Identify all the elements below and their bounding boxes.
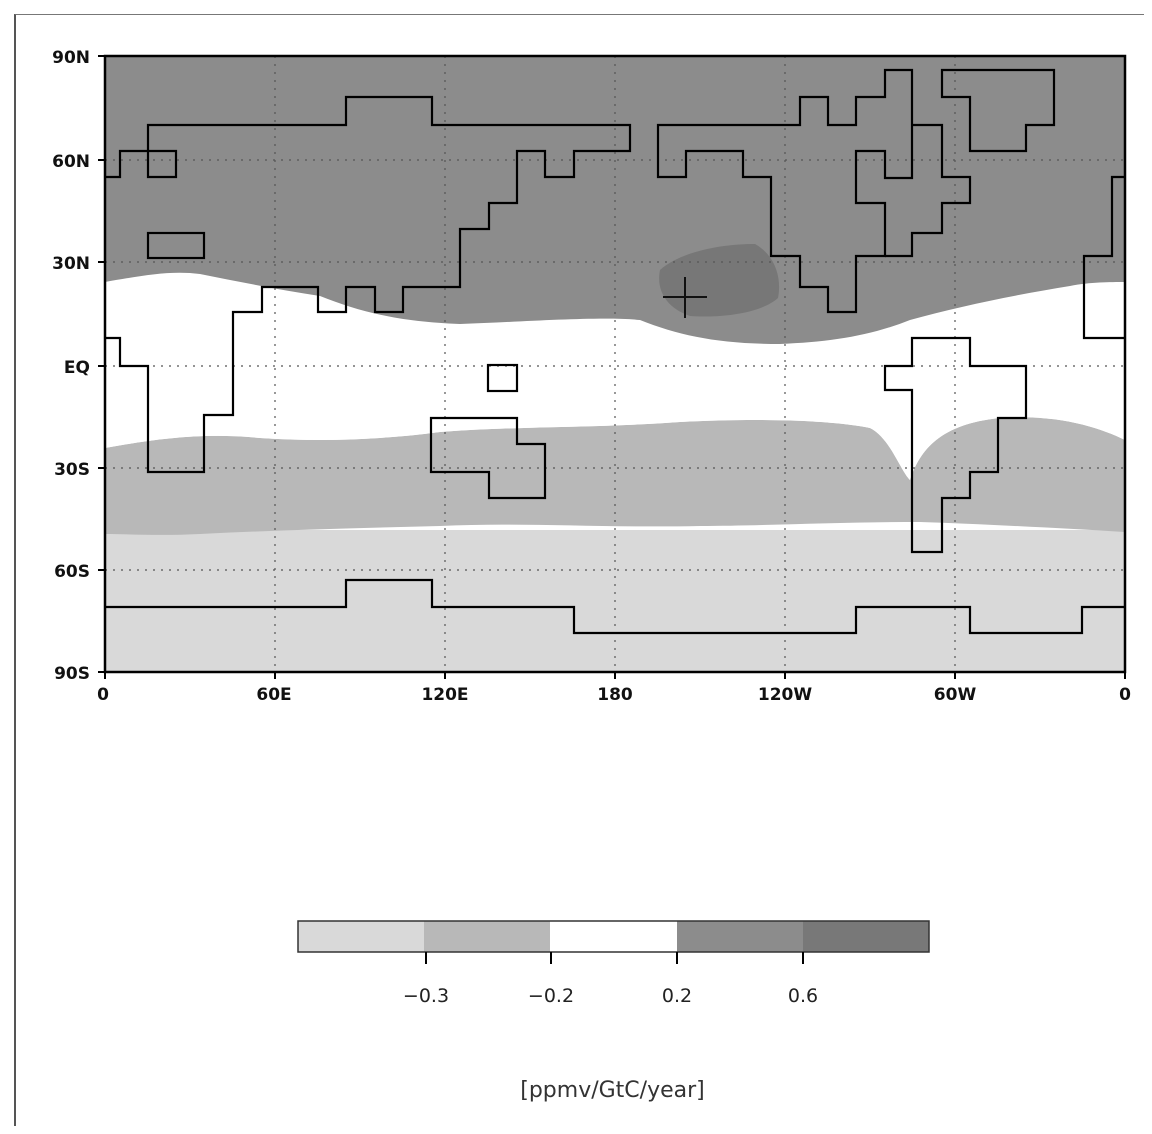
equatorial-island-block bbox=[486, 363, 519, 393]
lat-label-30s: 30S bbox=[54, 460, 90, 480]
figure-frame bbox=[14, 14, 1144, 1126]
colorbar-label-2: −0.2 bbox=[528, 985, 574, 1007]
north-america-outline bbox=[656, 68, 914, 314]
lon-label-120e: 120E bbox=[421, 685, 468, 705]
lat-label-90n: 90N bbox=[52, 48, 90, 68]
location-marker bbox=[663, 277, 707, 318]
colorbar-segment-1 bbox=[298, 921, 424, 952]
eurasia-outline bbox=[105, 95, 632, 474]
greenland-outline bbox=[940, 68, 1056, 153]
small-island-block bbox=[146, 231, 206, 260]
axis-ticks bbox=[98, 55, 1126, 679]
colorbar-label-4: 0.6 bbox=[788, 985, 818, 1007]
colorbar-label-3: 0.2 bbox=[662, 985, 692, 1007]
lon-label-60w: 60W bbox=[934, 685, 977, 705]
australia-outline bbox=[429, 416, 547, 500]
south-america-outline bbox=[883, 336, 1028, 554]
shaded-fields bbox=[105, 56, 1125, 672]
lat-label-eq: EQ bbox=[64, 358, 90, 378]
africa-edge-outline bbox=[1082, 175, 1125, 340]
lat-label-60s: 60S bbox=[54, 562, 90, 582]
colorbar-border bbox=[297, 920, 930, 953]
colorbar: −0.3 −0.2 0.2 0.6 bbox=[297, 920, 930, 1007]
grid-lines bbox=[105, 56, 1125, 672]
lon-label-120w: 120W bbox=[758, 685, 812, 705]
continent-outlines bbox=[105, 68, 1125, 635]
lon-label-60e: 60E bbox=[256, 685, 291, 705]
lon-label-180: 180 bbox=[597, 685, 633, 705]
lat-label-60n: 60N bbox=[52, 152, 90, 172]
lon-label-0-east: 0 bbox=[1119, 685, 1131, 705]
longitude-labels: 0 60E 120E 180 120W 60W 0 bbox=[97, 685, 1131, 705]
colorbar-segment-4 bbox=[677, 921, 803, 952]
colorbar-segment-5 bbox=[803, 921, 929, 952]
colorbar-segment-3 bbox=[550, 921, 677, 952]
antarctica-outline bbox=[105, 578, 1125, 635]
lat-label-30n: 30N bbox=[52, 254, 90, 274]
lon-label-0-west: 0 bbox=[97, 685, 109, 705]
latitude-labels: 90N 60N 30N EQ 30S 60S 90S bbox=[52, 48, 90, 684]
lat-label-90s: 90S bbox=[54, 664, 90, 684]
colorbar-label-1: −0.3 bbox=[403, 985, 449, 1007]
colorbar-segment-2 bbox=[424, 921, 550, 952]
southern-mid-field bbox=[105, 417, 1125, 535]
arctic-island-outline bbox=[885, 123, 972, 258]
units-label: [ppmv/GtC/year] bbox=[520, 1078, 705, 1103]
